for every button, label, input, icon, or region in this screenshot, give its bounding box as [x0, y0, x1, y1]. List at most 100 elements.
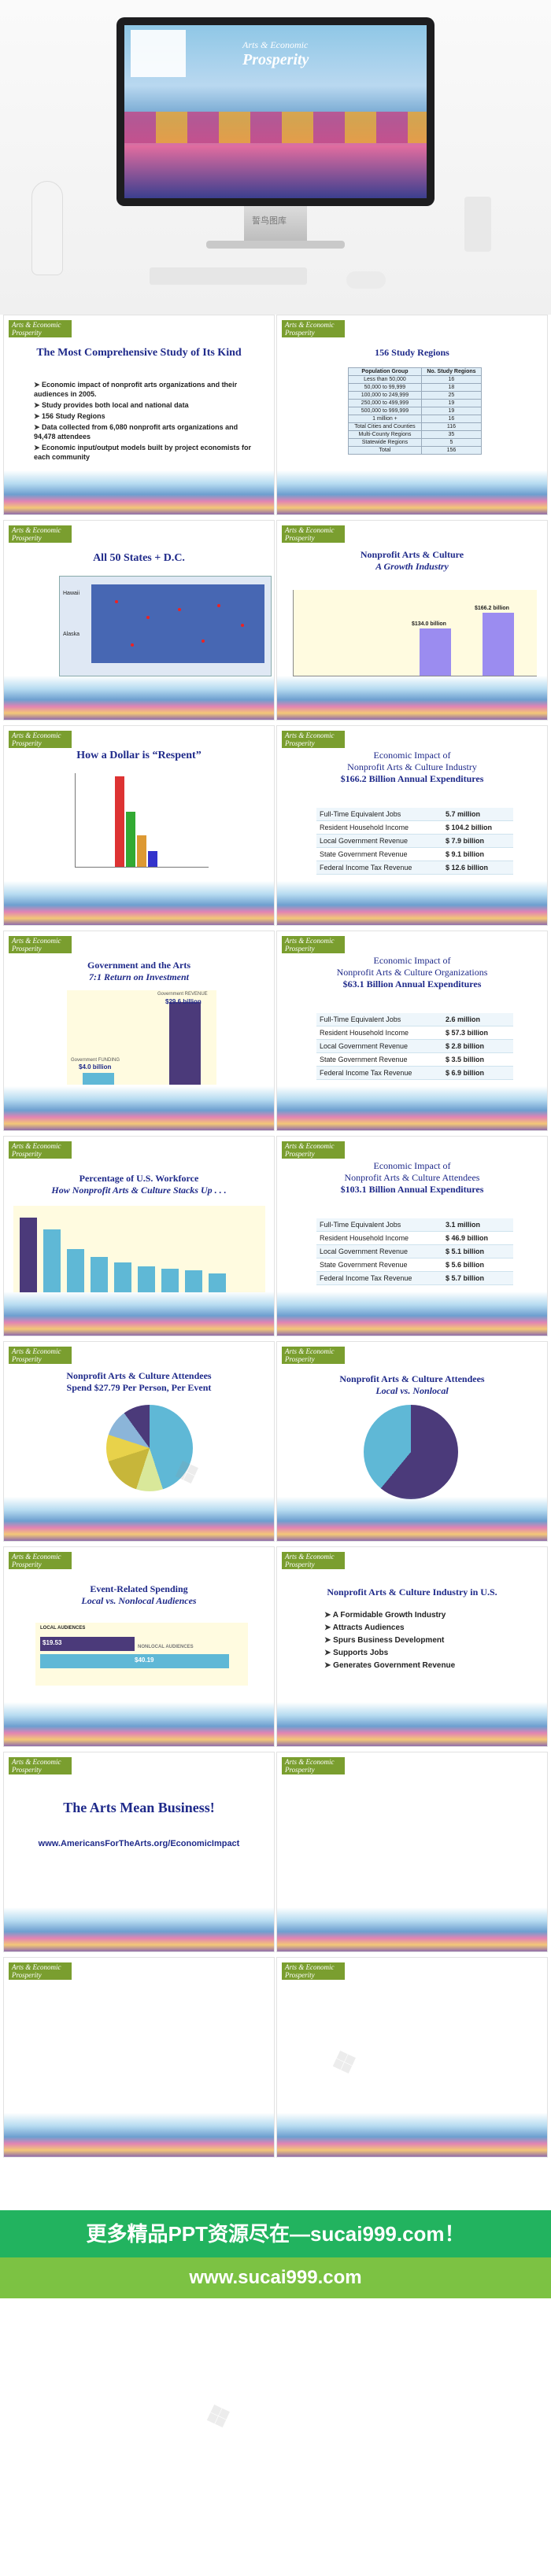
slide-12[interactable]: Arts & Economic Prosperity Nonprofit Art… [276, 1341, 548, 1542]
data-label: $166.2 billion [475, 606, 509, 611]
us-mainland-shape [91, 584, 264, 663]
slide-8[interactable]: Arts & Economic Prosperity Economic Impa… [276, 931, 548, 1131]
slide-logo: Arts & Economic Prosperity [9, 1757, 72, 1774]
pencil-cup-image [464, 197, 491, 252]
map-label-alaska: Alaska [63, 632, 80, 637]
screen-title: Arts & Economic Prosperity [242, 39, 309, 68]
slide-logo: Arts & Economic Prosperity [9, 1962, 72, 1980]
spending-pie [106, 1405, 193, 1491]
slide-title: Economic Impact of Nonprofit Arts & Cultu… [336, 955, 488, 989]
city-skyline-image [4, 1907, 274, 1951]
table-row: Local Government Revenue $ 2.8 billion [316, 1039, 513, 1053]
table-row: Total Cities and Counties 116 [348, 422, 483, 431]
table-row: Federal Income Tax Revenue $ 12.6 billion [316, 861, 513, 875]
slide-9[interactable]: Arts & Economic Prosperity Percentage of… [3, 1136, 275, 1336]
slide-title: The Most Comprehensive Study of Its Kind [36, 347, 242, 359]
funding-value: $4.0 billion [79, 1063, 112, 1071]
slide-title: The Arts Mean Business! [63, 1800, 215, 1815]
list-item: Study provides both local and national d… [34, 400, 254, 410]
city-skyline-image [4, 1086, 274, 1130]
city-skyline-image [4, 1292, 274, 1336]
slide-5[interactable]: Arts & Economic Prosperity How a Dollar … [3, 725, 275, 926]
table-row: Full-Time Equivalent Jobs 5.7 million [316, 808, 513, 821]
table-row: Federal Income Tax Revenue $ 5.7 billion [316, 1271, 513, 1285]
slide-4[interactable]: Arts & Economic Prosperity Nonprofit Art… [276, 520, 548, 720]
city-skyline-image [4, 2113, 274, 2157]
slide-18[interactable]: Arts & Economic Prosperity [276, 1957, 548, 2158]
slide-title: Nonprofit Arts & Culture Industry in U.S… [327, 1587, 497, 1598]
table-row: Resident Household Income $ 104.2 billion [316, 820, 513, 835]
spending-bar-chart: LOCAL AUDIENCES $19.53 NONLOCAL AUDIENCE… [35, 1623, 248, 1686]
slide-15[interactable]: Arts & Economic Prosperity The Arts Mean… [3, 1752, 275, 1952]
city-skyline-image [4, 1702, 274, 1746]
table-row: Federal Income Tax Revenue $ 6.9 billion [316, 1066, 513, 1080]
table-row: State Government Revenue $ 5.6 billion [316, 1258, 513, 1272]
slide-13[interactable]: Arts & Economic Prosperity Event-Related… [3, 1546, 275, 1747]
list-item: Data collected from 6,080 nonprofit arts… [34, 422, 254, 441]
list-item: Economic impact of nonprofit arts organi… [34, 380, 254, 399]
bar [209, 1273, 226, 1292]
list-item: 156 Study Regions [34, 411, 254, 421]
bar [114, 1262, 131, 1292]
table-row: 50,000 to 99,999 18 [348, 383, 483, 392]
study-regions-table: Population Group No. Study Regions Less t… [348, 367, 483, 455]
city-skyline-image [277, 1702, 547, 1746]
table-row: State Government Revenue $ 3.5 billion [316, 1052, 513, 1067]
website-link[interactable]: www.AmericansForTheArts.org/EconomicImpa… [38, 1839, 240, 1848]
table-header: Population Group [348, 367, 422, 376]
city-skyline-image [277, 1292, 547, 1336]
revenue-label: Government REVENUE [157, 992, 208, 997]
table-row: Total 156 [348, 446, 483, 455]
map-label-hawaii: Hawaii [63, 591, 80, 596]
slide-logo: Arts & Economic Prosperity [9, 1347, 72, 1364]
map-dot [131, 643, 134, 647]
slide-logo: Arts & Economic Prosperity [282, 1141, 345, 1159]
slide-3[interactable]: Arts & Economic Prosperity All 50 States… [3, 520, 275, 720]
slide-6[interactable]: Arts & Economic Prosperity Economic Impa… [276, 725, 548, 926]
city-skyline-image [4, 881, 274, 925]
bar [43, 1229, 61, 1292]
brand-logo [131, 30, 186, 77]
city-skyline-image [277, 1497, 547, 1541]
slide-title: 156 Study Regions [375, 347, 449, 358]
slide-title: Government and the Arts 7:1 Return on Inv… [87, 960, 190, 982]
table-row: State Government Revenue $ 9.1 billion [316, 847, 513, 861]
slide-title: All 50 States + D.C. [93, 552, 185, 564]
list-item: Spurs Business Development [324, 1635, 545, 1646]
map-dot [146, 616, 150, 619]
local-bar: $19.53 [40, 1637, 135, 1651]
list-item: Generates Government Revenue [324, 1660, 545, 1671]
monitor-stand [244, 206, 307, 242]
city-skyline-image [277, 881, 547, 925]
slide-logo: Arts & Economic Prosperity [9, 1552, 72, 1569]
slide-17[interactable]: Arts & Economic Prosperity [3, 1957, 275, 2158]
slide-10[interactable]: Arts & Economic Prosperity Economic Impa… [276, 1136, 548, 1336]
bar [420, 628, 451, 676]
city-skyline-image [277, 470, 547, 514]
slide-7[interactable]: Arts & Economic Prosperity Government an… [3, 931, 275, 1131]
hero-caption: 誓鸟图库 [252, 216, 287, 226]
slide-title: How a Dollar is “Respent” [76, 750, 202, 761]
city-skyline-image [4, 1497, 274, 1541]
bar [126, 812, 135, 867]
slide-14[interactable]: Arts & Economic Prosperity Nonprofit Art… [276, 1546, 548, 1747]
city-skyline-image [4, 470, 274, 514]
city-skyline-image [4, 676, 274, 720]
promo-banner[interactable]: 更多精品PPT资源尽在—sucai999.com！ [0, 2210, 551, 2257]
slide-2[interactable]: Arts & Economic Prosperity 156 Study Reg… [276, 315, 548, 515]
bar [91, 1257, 108, 1292]
slide-16[interactable]: Arts & Economic Prosperity [276, 1752, 548, 1952]
bar [137, 835, 146, 867]
table-header: No. Study Regions [420, 367, 483, 376]
bar [185, 1270, 202, 1292]
slide-11[interactable]: Arts & Economic Prosperity Nonprofit Art… [3, 1341, 275, 1542]
monitor-image: Arts & Economic Prosperity [116, 17, 435, 206]
slide-title: Percentage of U.S. Workforce How Nonprofi… [51, 1173, 227, 1196]
promo-url[interactable]: www.sucai999.com [0, 2257, 551, 2298]
map-dot [241, 624, 244, 627]
slide-1[interactable]: Arts & Economic Prosperity The Most Comp… [3, 315, 275, 515]
table-row: Resident Household Income $ 57.3 billion [316, 1026, 513, 1040]
monitor-screen: Arts & Economic Prosperity [124, 25, 427, 198]
bar [138, 1266, 155, 1292]
keyboard-image [150, 267, 307, 285]
